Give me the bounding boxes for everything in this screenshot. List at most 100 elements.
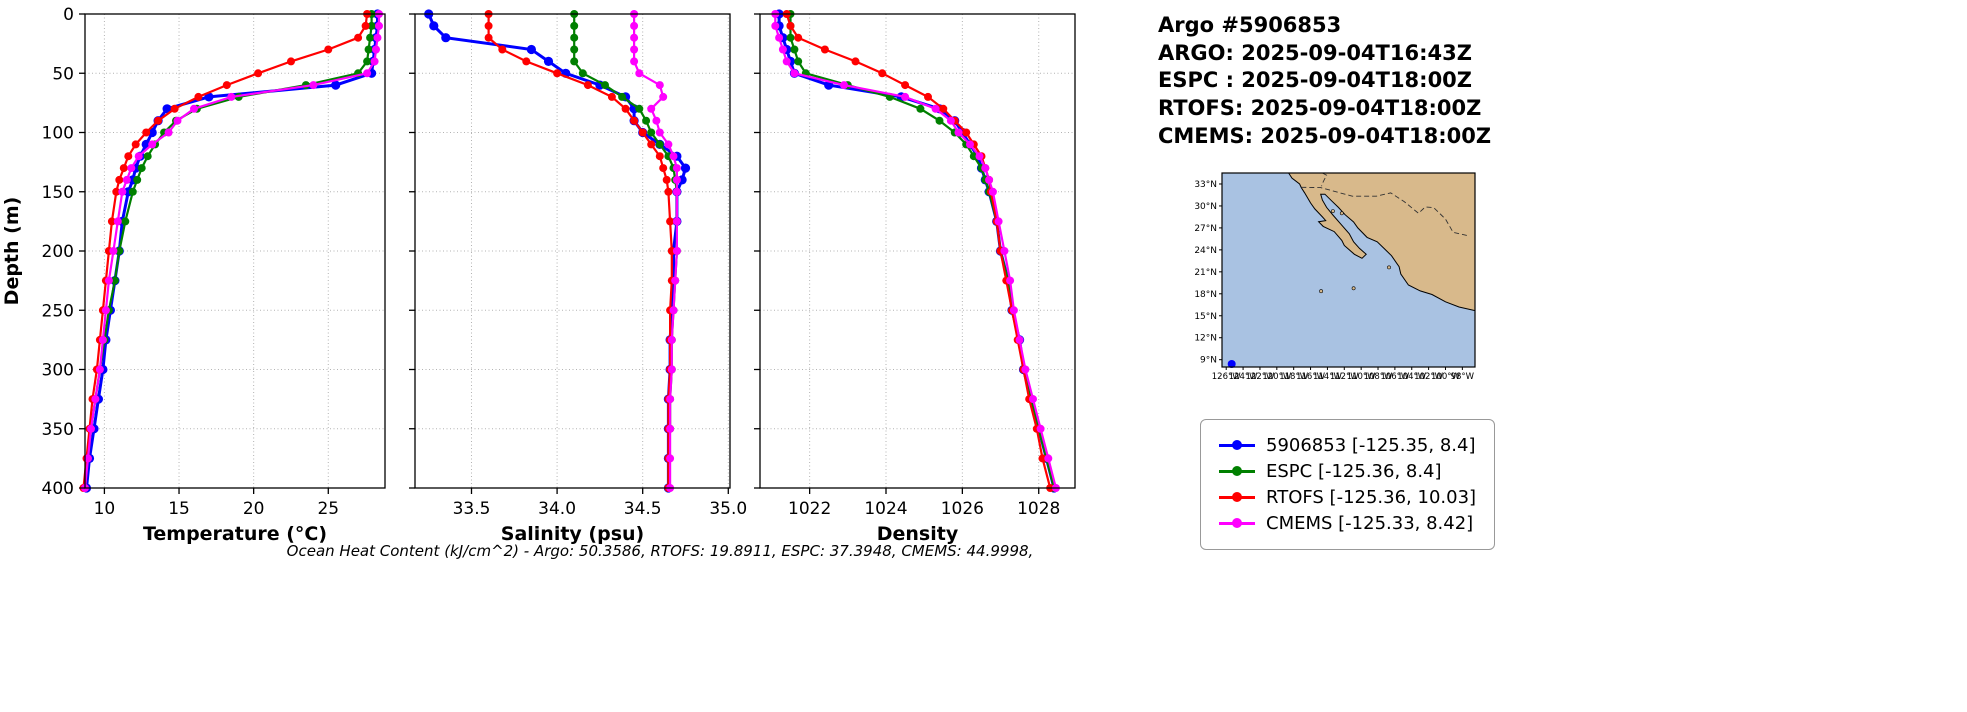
map-lon-label: 120°W bbox=[1262, 372, 1291, 382]
data-marker bbox=[522, 57, 531, 66]
data-marker bbox=[975, 152, 984, 161]
data-marker bbox=[227, 92, 236, 101]
data-marker bbox=[635, 104, 644, 113]
profile-charts: 10 15 20 25050100150200250300350400Temperat… bbox=[1, 5, 1076, 560]
map-lon-label: 104°W bbox=[1397, 372, 1426, 382]
map-lat-label: 18°N bbox=[1194, 289, 1217, 299]
map-lon-label: 116°W bbox=[1296, 372, 1325, 382]
data-marker bbox=[367, 21, 376, 30]
legend-item: CMEMS [-125.33, 8.42] bbox=[1219, 513, 1476, 534]
data-marker bbox=[1038, 454, 1047, 463]
data-marker bbox=[134, 152, 143, 161]
data-marker bbox=[101, 306, 110, 315]
x-tick-label: 25 bbox=[317, 499, 339, 519]
data-marker bbox=[667, 365, 676, 374]
data-marker bbox=[254, 69, 263, 78]
data-marker bbox=[659, 164, 668, 173]
data-marker bbox=[655, 152, 664, 161]
data-marker bbox=[107, 217, 116, 226]
depth-axis-label: Depth (m) bbox=[1, 197, 23, 306]
map-lat-label: 33°N bbox=[1194, 180, 1217, 190]
map-state-border-dashed bbox=[1321, 172, 1328, 186]
data-marker bbox=[375, 21, 383, 30]
data-marker bbox=[630, 116, 639, 125]
data-marker bbox=[373, 33, 382, 42]
x-tick-label: 33.5 bbox=[453, 499, 491, 519]
depth-tick-label: 350 bbox=[42, 420, 74, 440]
data-marker bbox=[1000, 247, 1009, 255]
data-marker bbox=[361, 21, 370, 30]
map-lon-label: 106°W bbox=[1380, 372, 1409, 382]
data-marker bbox=[878, 69, 887, 78]
data-marker bbox=[667, 335, 676, 344]
data-marker bbox=[666, 454, 675, 463]
data-marker bbox=[671, 276, 680, 285]
depth-tick-label: 300 bbox=[42, 361, 74, 381]
map-lat-label: 12°N bbox=[1194, 333, 1217, 343]
data-marker bbox=[1029, 395, 1037, 404]
data-marker bbox=[638, 128, 647, 137]
data-marker bbox=[110, 276, 119, 285]
map-lon-label: 112°W bbox=[1330, 372, 1359, 382]
data-marker bbox=[647, 128, 656, 137]
data-marker bbox=[122, 175, 131, 184]
data-marker bbox=[630, 45, 639, 54]
map-lat-label: 27°N bbox=[1194, 223, 1217, 233]
data-marker bbox=[666, 424, 675, 433]
data-marker bbox=[441, 33, 451, 43]
data-marker bbox=[121, 217, 130, 226]
data-marker bbox=[133, 175, 142, 184]
data-marker bbox=[669, 306, 678, 315]
data-marker bbox=[642, 116, 651, 125]
data-marker bbox=[429, 21, 439, 31]
data-marker bbox=[969, 152, 978, 161]
data-marker bbox=[666, 217, 675, 226]
map-lon-label: 122°W bbox=[1246, 372, 1275, 382]
legend-item: 5906853 [-125.35, 8.4] bbox=[1219, 435, 1476, 456]
map-lat-label: 21°N bbox=[1194, 267, 1217, 277]
map-border-dashed bbox=[1301, 186, 1470, 237]
depth-tick-label: 50 bbox=[52, 64, 74, 84]
temperature-axis-label: Temperature (°C) bbox=[143, 523, 327, 545]
data-marker bbox=[173, 116, 182, 125]
data-marker bbox=[309, 81, 318, 90]
data-marker bbox=[672, 247, 681, 255]
data-marker bbox=[104, 276, 113, 285]
data-marker bbox=[1036, 424, 1045, 433]
legend-label: ESPC [-125.36, 8.4] bbox=[1266, 460, 1442, 482]
data-marker bbox=[840, 81, 848, 90]
data-marker bbox=[635, 69, 644, 78]
map-lat-label: 9°N bbox=[1200, 355, 1217, 365]
data-marker bbox=[939, 104, 948, 113]
data-marker bbox=[570, 57, 579, 66]
data-marker bbox=[931, 104, 940, 113]
map-lat-label: 24°N bbox=[1194, 245, 1217, 255]
map-lat-label: 15°N bbox=[1194, 311, 1217, 321]
data-marker bbox=[672, 164, 681, 173]
legend-item: RTOFS [-125.36, 10.03] bbox=[1219, 487, 1476, 508]
data-marker bbox=[553, 69, 562, 78]
map-lat-label: 30°N bbox=[1194, 202, 1217, 212]
profile-line-CMEMS bbox=[774, 14, 1057, 489]
map-lon-label: 108°W bbox=[1364, 372, 1393, 382]
data-marker bbox=[647, 140, 656, 149]
legend-line-marker-icon bbox=[1219, 466, 1255, 477]
location-map: 33°N 30°N 27°N 24°N 21°N 18°N 15°N 12°N 9°N 126°W… bbox=[1194, 171, 1476, 382]
data-marker bbox=[164, 128, 173, 137]
data-marker bbox=[672, 175, 681, 184]
data-marker bbox=[498, 45, 507, 54]
data-marker bbox=[98, 335, 107, 344]
depth-tick-label: 200 bbox=[42, 242, 74, 262]
data-marker bbox=[370, 57, 379, 66]
data-marker bbox=[131, 140, 140, 149]
data-marker bbox=[652, 116, 661, 125]
map-lon-label: 118°W bbox=[1279, 372, 1308, 382]
map-island bbox=[1319, 288, 1324, 293]
data-marker bbox=[782, 57, 791, 66]
data-marker bbox=[790, 45, 799, 54]
float-title: Argo #5906853 bbox=[1158, 13, 1342, 37]
x-tick-label: 34.0 bbox=[538, 499, 576, 519]
legend-line-marker-icon bbox=[1219, 440, 1255, 451]
data-marker bbox=[621, 104, 630, 113]
